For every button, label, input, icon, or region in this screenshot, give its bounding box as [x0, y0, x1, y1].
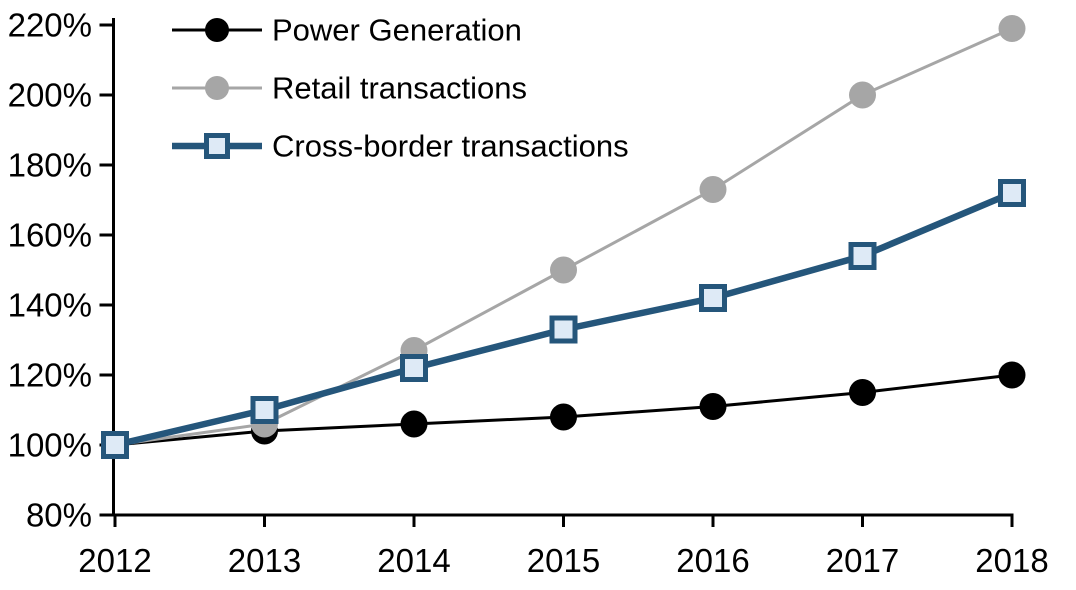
y-tick-label: 180%	[8, 147, 92, 184]
series-power-generation	[101, 361, 1026, 459]
cross-border-transactions-2013-square-marker	[250, 396, 279, 424]
x-tick-label: 2014	[377, 542, 450, 579]
power-generation-2017-circle-marker	[849, 379, 876, 406]
legend-item-retail-transactions: Retail transactions	[172, 71, 527, 106]
power-generation-2018-circle-marker	[998, 361, 1026, 389]
retail-transactions-2018-circle-marker	[998, 15, 1026, 42]
power-generation-2014-circle-marker	[400, 410, 428, 438]
retail-transactions-2017-circle-marker	[849, 81, 876, 109]
cross-border-transactions-2012-square-marker	[101, 431, 129, 459]
cross-border-transactions-2014-square-marker	[400, 354, 428, 382]
legend-retail-transactions-circle-marker	[205, 76, 229, 100]
x-axis: 2012 2013 2014 2015 2016 2017 2018	[78, 515, 1049, 579]
y-axis: 80% 100% 120% 140% 160% 180% 200% 220%	[8, 7, 115, 534]
y-tick-label: 200%	[8, 77, 92, 114]
x-tick-label: 2012	[78, 542, 151, 579]
legend-label-power-generation: Power Generation	[272, 13, 522, 48]
legend-power-generation-circle-marker	[205, 18, 229, 42]
legend-item-cross-border-transactions: Cross-border transactions	[172, 129, 629, 164]
cross-border-transactions-2017-square-marker	[848, 242, 877, 270]
y-tick-label: 80%	[26, 497, 92, 534]
cross-border-transactions-2015-square-marker	[549, 315, 578, 344]
power-generation-2015-circle-marker	[550, 403, 577, 431]
legend: Power Generation Retail transactions Cross…	[172, 13, 629, 164]
series-cross-border-transactions	[101, 179, 1026, 459]
y-tick-label: 100%	[8, 427, 92, 464]
y-tick-label: 160%	[8, 217, 92, 254]
x-tick-label: 2013	[228, 542, 301, 579]
series-retail-transactions	[101, 15, 1026, 459]
y-tick-label: 140%	[8, 287, 92, 324]
cross-border-transactions-2016-square-marker	[699, 284, 727, 312]
x-tick-label: 2017	[826, 542, 899, 579]
cross-border-transactions-2018-square-marker	[998, 179, 1026, 207]
legend-label-retail-transactions: Retail transactions	[272, 71, 527, 106]
y-tick-label: 220%	[8, 7, 92, 44]
legend-cross-border-transactions-square-marker	[204, 133, 230, 159]
series-line-retail-transactions	[114, 27, 1013, 447]
x-tick-label: 2015	[527, 542, 600, 579]
retail-transactions-2015-circle-marker	[550, 256, 577, 284]
retail-transactions-2016-circle-marker	[699, 176, 727, 203]
legend-label-cross-border-transactions: Cross-border transactions	[272, 129, 629, 164]
power-generation-2016-circle-marker	[699, 393, 727, 420]
y-tick-label: 120%	[8, 357, 92, 394]
x-tick-label: 2016	[676, 542, 749, 579]
legend-item-power-generation: Power Generation	[172, 13, 522, 48]
x-tick-label: 2018	[975, 542, 1048, 579]
